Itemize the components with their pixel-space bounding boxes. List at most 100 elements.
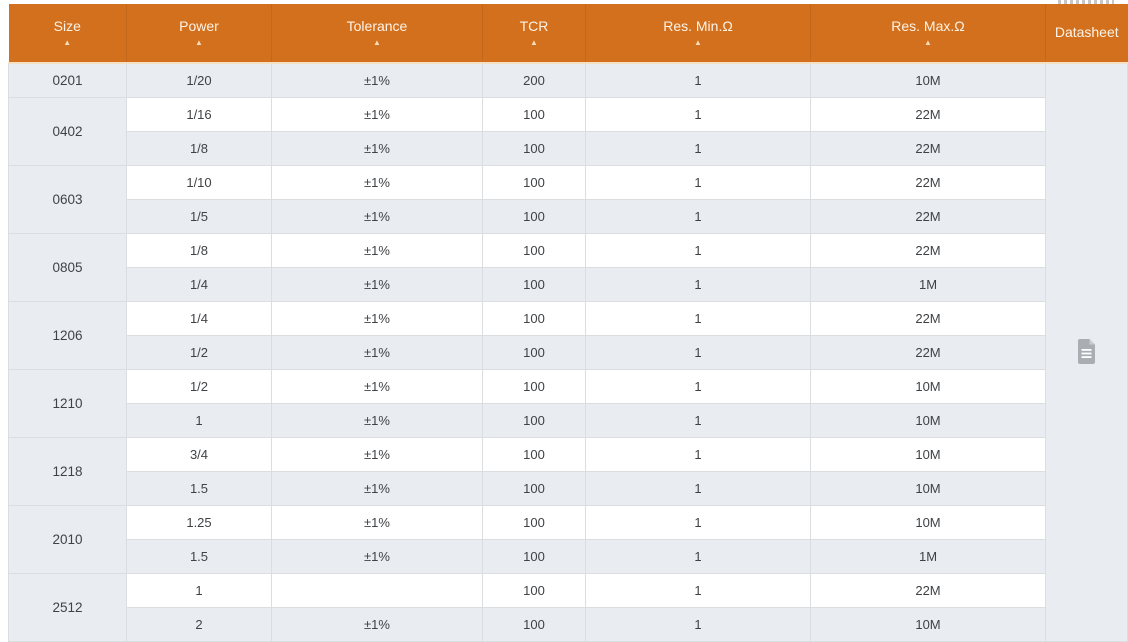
column-header-power[interactable]: Power ▲ [126,4,272,64]
cell-tcr: 100 [482,199,586,234]
sort-asc-icon[interactable]: ▲ [530,37,538,47]
column-header-tcr[interactable]: TCR ▲ [482,4,586,64]
cell-res_max: 22M [810,573,1046,608]
sort-asc-icon[interactable]: ▲ [373,37,381,47]
cell-res_max: 10M [810,62,1046,98]
sort-asc-icon[interactable]: ▲ [195,37,203,47]
cell-tolerance [271,573,483,608]
cell-res_min: 1 [585,505,811,540]
cell-res_min: 1 [585,131,811,166]
cell-power: 1/2 [126,369,272,404]
cell-tolerance: ±1% [271,165,483,200]
table-row: 1/8 ±1% 100 1 22M [9,131,1128,166]
cell-res_min: 1 [585,369,811,404]
cell-power: 3/4 [126,437,272,472]
table-row: 1/2 ±1% 100 1 22M [9,335,1128,370]
table-row: 1.5 ±1% 100 1 10M [9,471,1128,506]
column-label-tcr: TCR [519,17,549,34]
column-header-res_min[interactable]: Res. Min.Ω ▲ [585,4,811,64]
column-label-res_max: Res. Max.Ω [891,17,965,34]
cell-power: 1/20 [126,62,272,98]
cell-tolerance: ±1% [271,131,483,166]
cell-res_max: 22M [810,165,1046,200]
size-cell: 0805 [8,233,127,302]
sort-asc-icon[interactable]: ▲ [924,37,932,47]
cell-tolerance: ±1% [271,539,483,574]
size-cell: 0603 [8,165,127,234]
cell-power: 1/4 [126,267,272,302]
cropped-text-fragment [1058,0,1114,4]
column-label-datasheet: Datasheet [1054,24,1119,40]
cell-tolerance: ±1% [271,607,483,642]
cell-res_max: 1M [810,539,1046,574]
cell-res_min: 1 [585,233,811,268]
column-header-tolerance[interactable]: Tolerance ▲ [271,4,483,64]
cell-power: 1 [126,573,272,608]
column-header-res_max[interactable]: Res. Max.Ω ▲ [810,4,1046,64]
cell-tcr: 100 [482,505,586,540]
cell-tcr: 100 [482,301,586,336]
cell-res_min: 1 [585,471,811,506]
cell-power: 1 [126,403,272,438]
cell-res_min: 1 [585,437,811,472]
cell-power: 1/10 [126,165,272,200]
cell-tolerance: ±1% [271,335,483,370]
table-row: 1206 1/4 ±1% 100 1 22M [8,301,1128,370]
cell-power: 1/16 [126,97,272,132]
cell-res_max: 10M [810,505,1046,540]
cell-res_max: 22M [810,233,1046,268]
cell-tcr: 100 [482,539,586,574]
cell-res_min: 1 [585,403,811,438]
sort-asc-icon[interactable]: ▲ [694,37,702,47]
header-row: Size ▲ Power ▲ Tolerance ▲ TCR ▲ Res. Min.Ω ▲ Res.… [8,4,1128,64]
cell-tolerance: ±1% [271,233,483,268]
table-row: 2 ±1% 100 1 10M [9,607,1128,642]
cell-res_max: 10M [810,437,1046,472]
cell-res_min: 1 [585,607,811,642]
table-row: 0805 1/8 ±1% 100 1 22M [8,233,1128,302]
cell-tolerance: ±1% [271,267,483,302]
cell-res_min: 1 [585,267,811,302]
cell-tcr: 100 [482,335,586,370]
table-row: 0201 1/20 ±1% 200 1 10M [8,62,1128,642]
table-body: 0201 1/20 ±1% 200 1 10M 0402 1/16 ±1% 100 1 22M 1/8 ±… [8,62,1128,642]
column-label-size: Size [53,17,81,34]
size-cell: 1210 [8,369,127,438]
cell-tcr: 200 [482,62,586,98]
resistor-spec-table: Size ▲ Power ▲ Tolerance ▲ TCR ▲ Res. Min.Ω ▲ Res.… [8,4,1128,642]
cell-tolerance: ±1% [271,505,483,540]
table-row: 1218 3/4 ±1% 100 1 10M [8,437,1128,506]
document-icon[interactable] [1077,338,1096,364]
column-header-size[interactable]: Size ▲ [8,4,127,64]
cell-tcr: 100 [482,403,586,438]
size-cell: 2010 [8,505,127,574]
cell-tolerance: ±1% [271,369,483,404]
cell-res_max: 22M [810,131,1046,166]
size-cell: 0201 [8,62,127,98]
cell-res_max: 10M [810,471,1046,506]
cell-power: 1/8 [126,233,272,268]
cell-power: 2 [126,607,272,642]
cell-res_min: 1 [585,62,811,98]
column-label-power: Power [179,17,219,34]
cell-res_max: 22M [810,199,1046,234]
table-row: 1/4 ±1% 100 1 1M [9,267,1128,302]
cell-power: 1/4 [126,301,272,336]
column-label-res_min: Res. Min.Ω [663,17,733,34]
cell-tcr: 100 [482,573,586,608]
cell-tcr: 100 [482,165,586,200]
cell-res_max: 1M [810,267,1046,302]
table-row: 1210 1/2 ±1% 100 1 10M [8,369,1128,438]
cell-tolerance: ±1% [271,62,483,98]
table-header: Size ▲ Power ▲ Tolerance ▲ TCR ▲ Res. Min.Ω ▲ Res.… [8,4,1128,64]
cell-res_max: 10M [810,403,1046,438]
size-cell: 0402 [8,97,127,166]
sort-asc-icon[interactable]: ▲ [63,37,72,47]
cell-tcr: 100 [482,267,586,302]
cell-tcr: 100 [482,97,586,132]
table-row: 1.5 ±1% 100 1 1M [9,539,1128,574]
cell-tcr: 100 [482,131,586,166]
cell-tolerance: ±1% [271,471,483,506]
cell-tcr: 100 [482,369,586,404]
cell-res_min: 1 [585,199,811,234]
